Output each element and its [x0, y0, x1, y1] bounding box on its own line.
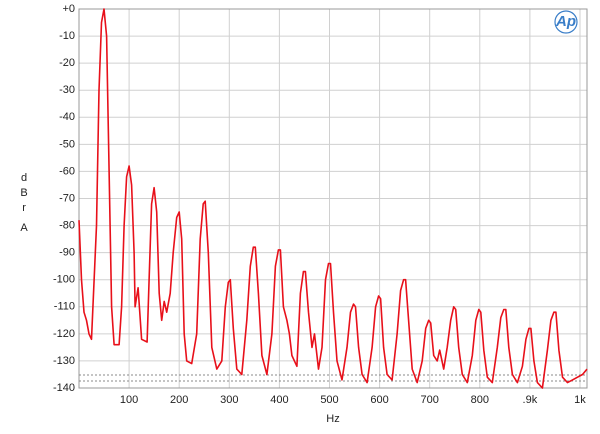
x-tick-label: 100	[120, 394, 138, 406]
y-tick-label: -50	[59, 138, 75, 150]
y-tick-label: -70	[59, 192, 75, 204]
x-tick-label: 1k	[574, 394, 586, 406]
y-tick-label: -90	[59, 247, 75, 259]
x-tick-label: 300	[220, 394, 238, 406]
logo-ring	[554, 10, 578, 34]
y-tick-label: -10	[59, 30, 75, 42]
x-tick-label: .9k	[523, 394, 538, 406]
logo: Ap	[555, 13, 576, 30]
y-axis-label: dBr	[18, 172, 30, 217]
x-tick-label: 400	[270, 394, 288, 406]
y-tick-label: -120	[53, 328, 75, 340]
spectrum-line	[78, 8, 588, 389]
x-tick-label: 800	[471, 394, 489, 406]
y-tick-label: -110	[54, 301, 75, 313]
y-axis-weighting: A	[20, 222, 28, 234]
y-tick-label: -130	[53, 355, 75, 367]
x-tick-label: 200	[170, 394, 188, 406]
y-tick-label: -80	[59, 219, 75, 231]
x-tick-label: 600	[370, 394, 388, 406]
y-tick-label: -20	[59, 57, 75, 69]
plot-frame	[78, 8, 588, 389]
y-tick-label: -60	[59, 165, 75, 177]
x-axis-label: Hz	[326, 413, 339, 425]
y-tick-label: +0	[62, 3, 75, 15]
y-tick-label: -30	[59, 84, 75, 96]
x-tick-label: 700	[421, 394, 439, 406]
y-tick-label: -40	[59, 111, 75, 123]
y-tick-label: -140	[53, 382, 75, 394]
y-tick-label: -100	[53, 274, 75, 286]
x-tick-label: 500	[320, 394, 338, 406]
